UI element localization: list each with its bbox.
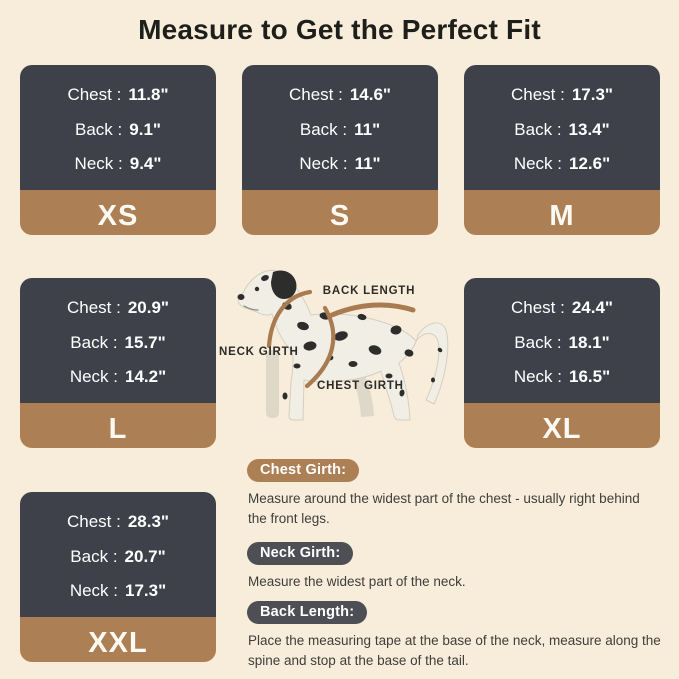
neck-label: Neck :: [513, 366, 563, 386]
neck-label: Neck :: [74, 153, 123, 173]
back-label: Back :: [70, 546, 118, 566]
back-length-description: Place the measuring tape at the base of …: [248, 633, 661, 668]
neck-measurement: Neck : 14.2": [70, 367, 166, 387]
back-value: 9.1": [129, 119, 161, 139]
neck-girth-arc: [266, 289, 313, 349]
chest-measurement: Chest : 14.6": [289, 85, 391, 105]
neck-measurement: Neck : 9.4": [75, 154, 162, 174]
dog-spots: [261, 275, 443, 400]
back-value: 18.1": [568, 332, 610, 352]
neck-label: Neck :: [69, 580, 119, 600]
size-card-xl: Chest : 24.4" Back : 18.1" Neck : 16.5" XL: [464, 278, 660, 448]
back-label: Back :: [70, 332, 118, 352]
neck-girth-label: NECK GIRTH: [219, 346, 299, 358]
measurements-panel: Chest : 20.9" Back : 15.7" Neck : 14.2": [20, 278, 216, 403]
back-measurement: Back : 9.1": [75, 120, 161, 140]
back-length-label: BACK LENGTH: [323, 285, 416, 297]
guide-chest-girth: Chest Girth: Measure around the widest p…: [247, 459, 667, 529]
measurements-panel: Chest : 17.3" Back : 13.4" Neck : 12.6": [464, 65, 660, 190]
back-label: Back :: [514, 332, 562, 352]
dog-nose: [237, 294, 245, 300]
back-measurement: Back : 13.4": [514, 120, 609, 140]
chest-label: Chest :: [66, 298, 121, 318]
size-name: L: [20, 403, 216, 448]
back-label: Back :: [514, 119, 562, 139]
neck-label: Neck :: [513, 153, 563, 173]
back-value: 11": [354, 119, 381, 139]
size-name: M: [464, 190, 660, 235]
size-card-m: Chest : 17.3" Back : 13.4" Neck : 12.6" M: [464, 65, 660, 235]
back-label: Back :: [299, 119, 348, 139]
neck-value: 12.6": [569, 153, 611, 173]
chest-measurement: Chest : 17.3": [511, 85, 613, 105]
chest-label: Chest :: [510, 85, 565, 105]
chest-measurement: Chest : 20.9": [67, 298, 169, 318]
back-value: 15.7": [124, 332, 166, 352]
back-measurement: Back : 15.7": [70, 333, 165, 353]
neck-value: 17.3": [125, 580, 167, 600]
page-title: Measure to Get the Perfect Fit: [138, 14, 541, 45]
measurements-panel: Chest : 28.3" Back : 20.7" Neck : 17.3": [20, 492, 216, 617]
size-name: S: [242, 190, 438, 235]
chest-measurement: Chest : 24.4": [511, 298, 613, 318]
chest-value: 20.9": [127, 298, 169, 318]
size-card-xs: Chest : 11.8" Back : 9.1" Neck : 9.4" XS: [20, 65, 216, 235]
neck-value: 14.2": [125, 366, 167, 386]
chest-girth-badge: Chest Girth:: [247, 459, 360, 482]
size-card-s: Chest : 14.6" Back : 11" Neck : 11" S: [242, 65, 438, 235]
back-measurement: Back : 11": [300, 120, 380, 140]
neck-value: 9.4": [129, 153, 162, 173]
size-name: XXL: [20, 617, 216, 662]
measuring-tape-arcs: [266, 289, 416, 389]
measurements-panel: Chest : 14.6" Back : 11" Neck : 11": [242, 65, 438, 190]
chest-label: Chest :: [288, 85, 343, 105]
size-card-xxl: Chest : 28.3" Back : 20.7" Neck : 17.3" XXL: [20, 492, 216, 662]
neck-value: 16.5": [569, 366, 611, 386]
neck-girth-description: Measure the widest part of the neck.: [248, 574, 466, 589]
size-name: XL: [464, 403, 660, 448]
chest-girth-label: CHEST GIRTH: [317, 380, 404, 392]
size-card-l: Chest : 20.9" Back : 15.7" Neck : 14.2" L: [20, 278, 216, 448]
neck-measurement: Neck : 11": [299, 154, 380, 174]
chest-measurement: Chest : 11.8": [67, 85, 168, 105]
chest-measurement: Chest : 28.3": [67, 512, 169, 532]
back-length-badge: Back Length:: [247, 601, 368, 624]
size-name: XS: [20, 190, 216, 235]
back-value: 20.7": [124, 546, 166, 566]
back-label: Back :: [75, 119, 123, 139]
neck-girth-badge: Neck Girth:: [247, 542, 354, 565]
neck-label: Neck :: [69, 366, 119, 386]
chest-label: Chest :: [66, 512, 121, 532]
measurements-panel: Chest : 11.8" Back : 9.1" Neck : 9.4": [20, 65, 216, 190]
chest-girth-arc: [304, 305, 336, 389]
neck-measurement: Neck : 12.6": [514, 154, 610, 174]
back-measurement: Back : 18.1": [514, 333, 609, 353]
neck-value: 11": [354, 153, 381, 173]
dalmatian-illustration: BACK LENGTH NECK GIRTH CHEST GIRTH: [219, 269, 449, 421]
chest-value: 24.4": [571, 298, 613, 318]
chest-label: Chest :: [67, 85, 122, 105]
back-measurement: Back : 20.7": [70, 547, 165, 567]
back-value: 13.4": [568, 119, 610, 139]
dog-eye: [254, 286, 260, 292]
chest-girth-description: Measure around the widest part of the ch…: [248, 491, 640, 526]
measurements-panel: Chest : 24.4" Back : 18.1" Neck : 16.5": [464, 278, 660, 403]
guide-neck-girth: Neck Girth: Measure the widest part of t…: [247, 542, 667, 592]
dog-measurement-diagram: BACK LENGTH NECK GIRTH CHEST GIRTH: [213, 258, 461, 445]
chest-value: 28.3": [127, 512, 169, 532]
chest-label: Chest :: [510, 298, 565, 318]
dog-ear: [271, 270, 297, 299]
chest-value: 17.3": [571, 85, 613, 105]
neck-measurement: Neck : 17.3": [70, 581, 166, 601]
neck-label: Neck :: [299, 153, 348, 173]
back-length-arc: [329, 302, 416, 318]
neck-measurement: Neck : 16.5": [514, 367, 610, 387]
chest-value: 14.6": [349, 85, 391, 105]
guide-back-length: Back Length: Place the measuring tape at…: [247, 601, 667, 671]
chest-value: 11.8": [128, 85, 169, 105]
